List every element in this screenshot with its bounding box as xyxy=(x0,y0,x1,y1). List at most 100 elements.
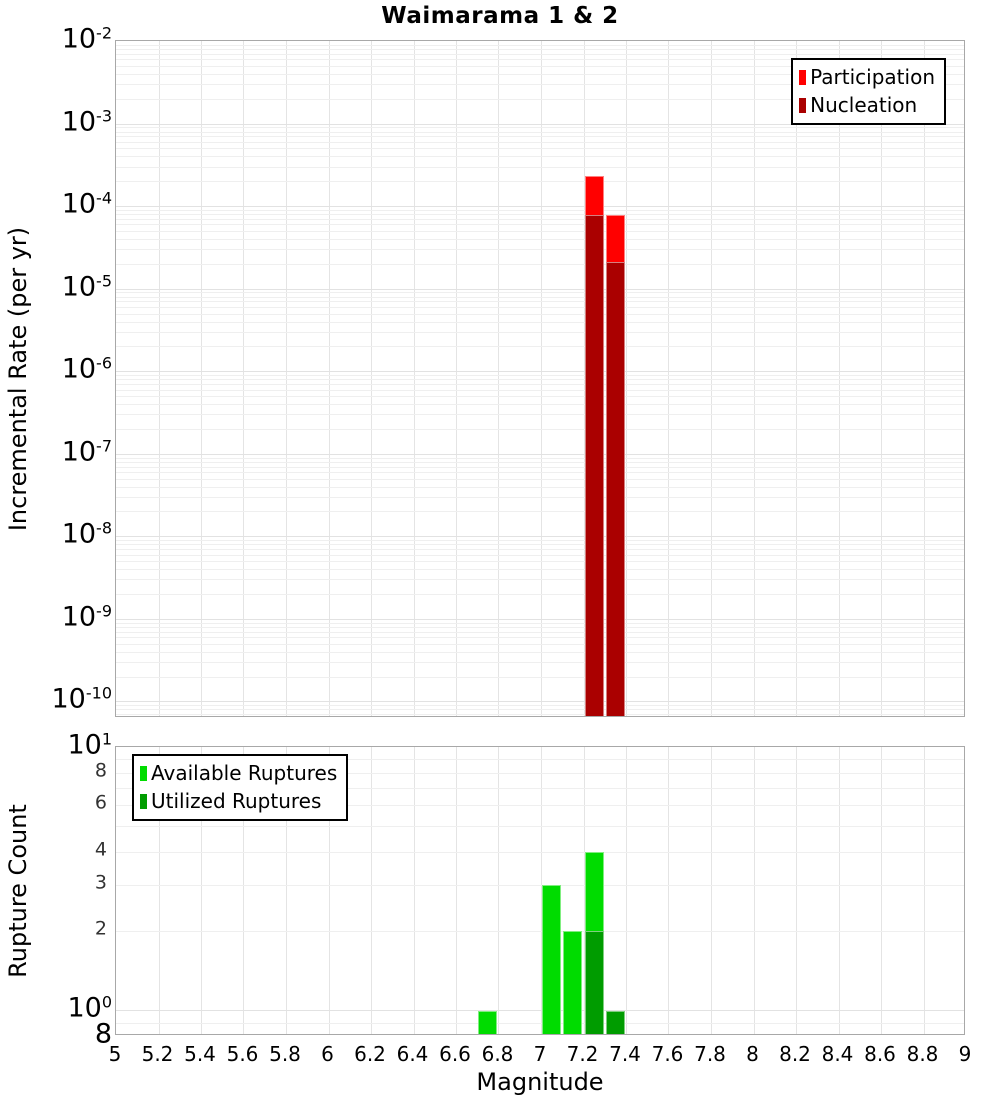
x-tick-label: 7.2 xyxy=(566,1042,599,1066)
utilized-ruptures-swatch-icon xyxy=(140,793,147,809)
gridline-horizontal xyxy=(116,206,964,207)
gridline-vertical xyxy=(329,41,330,716)
gridline-horizontal xyxy=(116,931,964,932)
gridline-horizontal xyxy=(116,379,964,380)
legend-incremental-rate-mfd: Participation Nucleation xyxy=(791,58,946,125)
legend-label-utilized-ruptures: Utilized Ruptures xyxy=(151,789,322,813)
gridline-vertical xyxy=(159,41,160,716)
x-tick-label: 6.2 xyxy=(354,1042,386,1066)
gridline-vertical xyxy=(243,747,244,1034)
gridline-horizontal xyxy=(116,497,964,498)
x-tick-label: 7.8 xyxy=(694,1042,726,1066)
chart-title: Waimarama 1 & 2 xyxy=(381,3,619,29)
y-tick-label: 8 xyxy=(94,759,107,782)
gridline-vertical xyxy=(711,747,712,1034)
gridline-vertical xyxy=(881,747,882,1034)
gridline-horizontal xyxy=(116,301,964,302)
gridline-vertical xyxy=(881,41,882,716)
incremental-rate-plot-area: Participation Nucleation xyxy=(115,40,965,717)
gridline-vertical xyxy=(159,747,160,1034)
gridline-horizontal xyxy=(116,632,964,633)
gridline-horizontal xyxy=(116,181,964,182)
gridline-horizontal xyxy=(116,384,964,385)
gridline-horizontal xyxy=(116,45,964,46)
gridline-vertical xyxy=(754,747,755,1034)
y-tick-label: 8 xyxy=(94,1018,112,1050)
gridline-horizontal xyxy=(116,264,964,265)
rupture-count-plot-area: Available Ruptures Utilized Ruptures xyxy=(115,746,965,1035)
x-axis-label: Magnitude xyxy=(476,1068,604,1096)
gridline-horizontal xyxy=(116,167,964,168)
gridline-horizontal xyxy=(116,375,964,376)
x-tick-label: 5.4 xyxy=(184,1042,216,1066)
gridline-vertical xyxy=(201,41,202,716)
gridline-horizontal xyxy=(116,826,964,827)
gridline-horizontal xyxy=(116,561,964,562)
gridline-horizontal xyxy=(116,662,964,663)
gridline-horizontal xyxy=(116,852,964,853)
gridline-horizontal xyxy=(116,549,964,550)
gridline-horizontal xyxy=(116,99,964,100)
y-tick-label: 2 xyxy=(94,917,107,940)
gridline-vertical xyxy=(456,41,457,716)
gridline-vertical xyxy=(924,41,925,716)
x-tick-label: 8 xyxy=(746,1042,759,1066)
x-tick-label: 5.2 xyxy=(141,1042,174,1066)
x-tick-label: 5.6 xyxy=(226,1042,259,1066)
x-tick-label: 5 xyxy=(108,1042,122,1066)
gridline-horizontal xyxy=(116,371,964,372)
gridline-vertical xyxy=(796,747,797,1034)
gridline-vertical xyxy=(456,747,457,1034)
legend-entry-participation: Participation xyxy=(799,63,935,91)
bar-utilized-ruptures-m7.2 xyxy=(584,931,604,1034)
gridline-horizontal xyxy=(116,467,964,468)
gridline-horizontal xyxy=(116,74,964,75)
gridline-horizontal xyxy=(116,332,964,333)
legend-entry-utilized-ruptures: Utilized Ruptures xyxy=(140,787,337,815)
gridline-horizontal xyxy=(116,472,964,473)
y-tick-label: 10-6 xyxy=(61,353,112,385)
gridline-horizontal xyxy=(116,224,964,225)
x-tick-label: 6.4 xyxy=(396,1042,429,1066)
x-tick-label: 6 xyxy=(321,1042,334,1066)
x-tick-label: 7.6 xyxy=(651,1042,684,1066)
bar-available-ruptures-m7 xyxy=(542,884,562,1034)
gridline-horizontal xyxy=(116,579,964,580)
gridline-horizontal xyxy=(116,249,964,250)
gridline-horizontal xyxy=(116,623,964,624)
gridline-horizontal xyxy=(116,156,964,157)
gridline-horizontal xyxy=(116,231,964,232)
gridline-horizontal xyxy=(116,84,964,85)
gridline-vertical xyxy=(498,41,499,716)
gridline-horizontal xyxy=(116,627,964,628)
available-ruptures-swatch-icon xyxy=(140,765,147,781)
gridline-horizontal xyxy=(116,701,964,702)
gridline-vertical xyxy=(668,747,669,1034)
nucleation-swatch-icon xyxy=(799,97,807,113)
gridline-horizontal xyxy=(116,132,964,133)
gridline-horizontal xyxy=(116,322,964,323)
gridline-horizontal xyxy=(116,136,964,137)
x-tick-label: 9 xyxy=(958,1042,972,1066)
gridline-vertical xyxy=(286,747,287,1034)
gridline-horizontal xyxy=(116,404,964,405)
y-tick-label: 4 xyxy=(94,838,107,861)
y-tick-label: 10-3 xyxy=(61,105,112,137)
y-tick-label: 10-10 xyxy=(51,683,113,715)
gridline-vertical xyxy=(668,41,669,716)
x-tick-label: 8.2 xyxy=(779,1042,811,1066)
gridline-vertical xyxy=(243,41,244,716)
legend-label-nucleation: Nucleation xyxy=(810,93,918,117)
gridline-vertical xyxy=(414,747,415,1034)
gridline-horizontal xyxy=(116,1023,964,1024)
x-tick-label: 7 xyxy=(533,1042,547,1066)
gridline-horizontal xyxy=(116,805,964,806)
x-tick-label: 8.8 xyxy=(906,1042,939,1066)
legend-entry-available-ruptures: Available Ruptures xyxy=(140,759,337,787)
gridline-vertical xyxy=(329,747,330,1034)
gridline-horizontal xyxy=(116,297,964,298)
bar-nucleation-m7.2 xyxy=(584,215,604,716)
bar-available-ruptures-m6.7 xyxy=(478,1010,498,1034)
gridline-vertical xyxy=(924,747,925,1034)
gridline-vertical xyxy=(626,41,627,716)
